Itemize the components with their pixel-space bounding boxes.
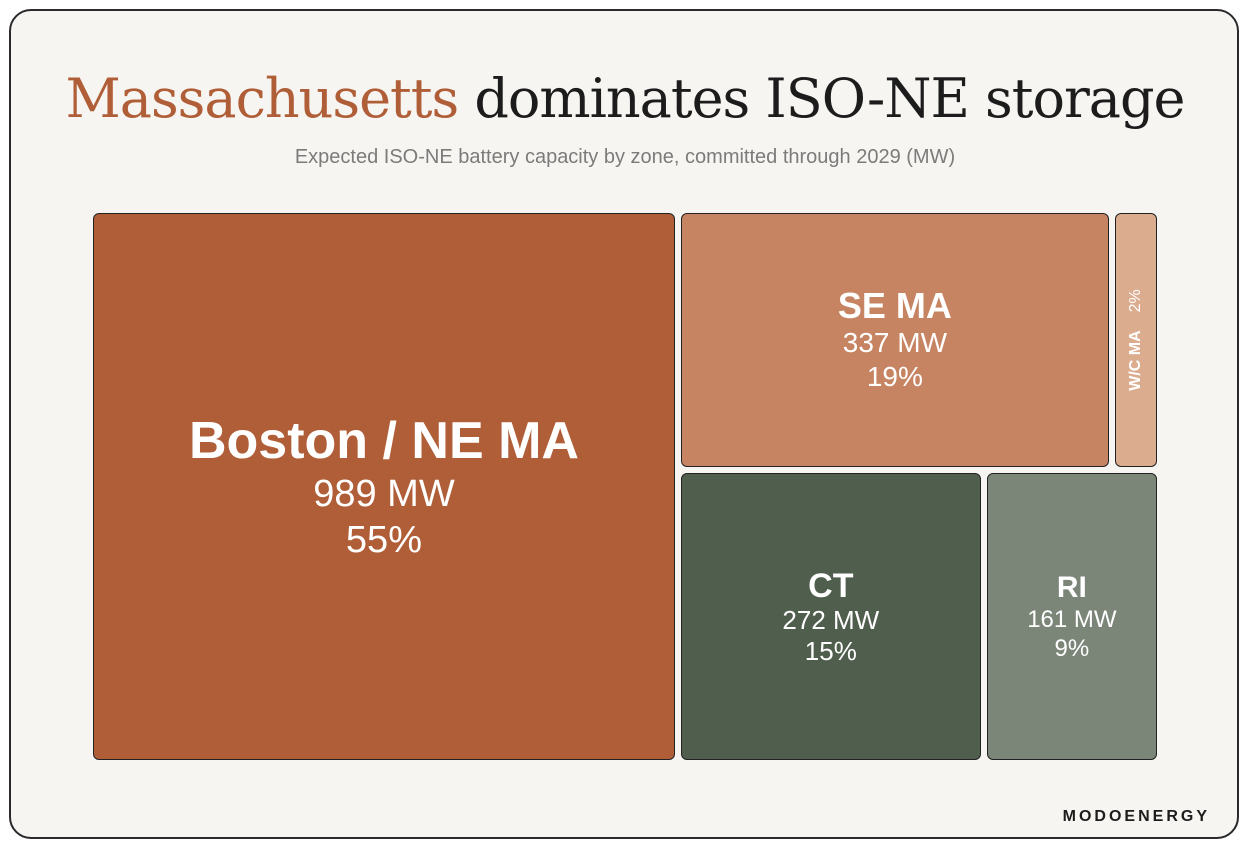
tile-name: W/C MA — [1126, 330, 1144, 391]
title-accent: Massachusetts — [65, 67, 459, 130]
tile-percent: 55% — [345, 518, 422, 561]
chart-title: Massachusetts dominates ISO-NE storage — [0, 64, 1250, 134]
tile-value: 989 MW — [313, 472, 455, 515]
tile-percent: 15% — [804, 635, 857, 666]
chart-subtitle: Expected ISO-NE battery capacity by zone… — [294, 146, 956, 168]
tile-value: 337 MW — [842, 327, 947, 359]
tile-ri: RI 161 MW 9% — [986, 473, 1157, 760]
title-rest: dominates ISO-NE storage — [474, 67, 1185, 130]
tile-name: CT — [808, 566, 854, 605]
brand-logo: MODOENERGY — [1062, 808, 1210, 825]
tile-ct: CT 272 MW 15% — [680, 473, 981, 760]
tile-percent: 2% — [1126, 289, 1144, 313]
tile-percent: 9% — [1054, 634, 1090, 662]
tile-name: SE MA — [837, 285, 952, 327]
tile-name: Boston / NE MA — [188, 411, 579, 470]
tile-boston-ne-ma: Boston / NE MA 989 MW 55% — [93, 213, 675, 760]
tile-value: 272 MW — [782, 604, 880, 635]
tile-w-c-ma: W/C MA 2% — [1114, 213, 1157, 468]
tile-name: RI — [1056, 570, 1087, 604]
tile-value: 161 MW — [1027, 605, 1117, 633]
tile-percent: 19% — [866, 361, 923, 393]
tile-se-ma: SE MA 337 MW 19% — [680, 213, 1109, 468]
